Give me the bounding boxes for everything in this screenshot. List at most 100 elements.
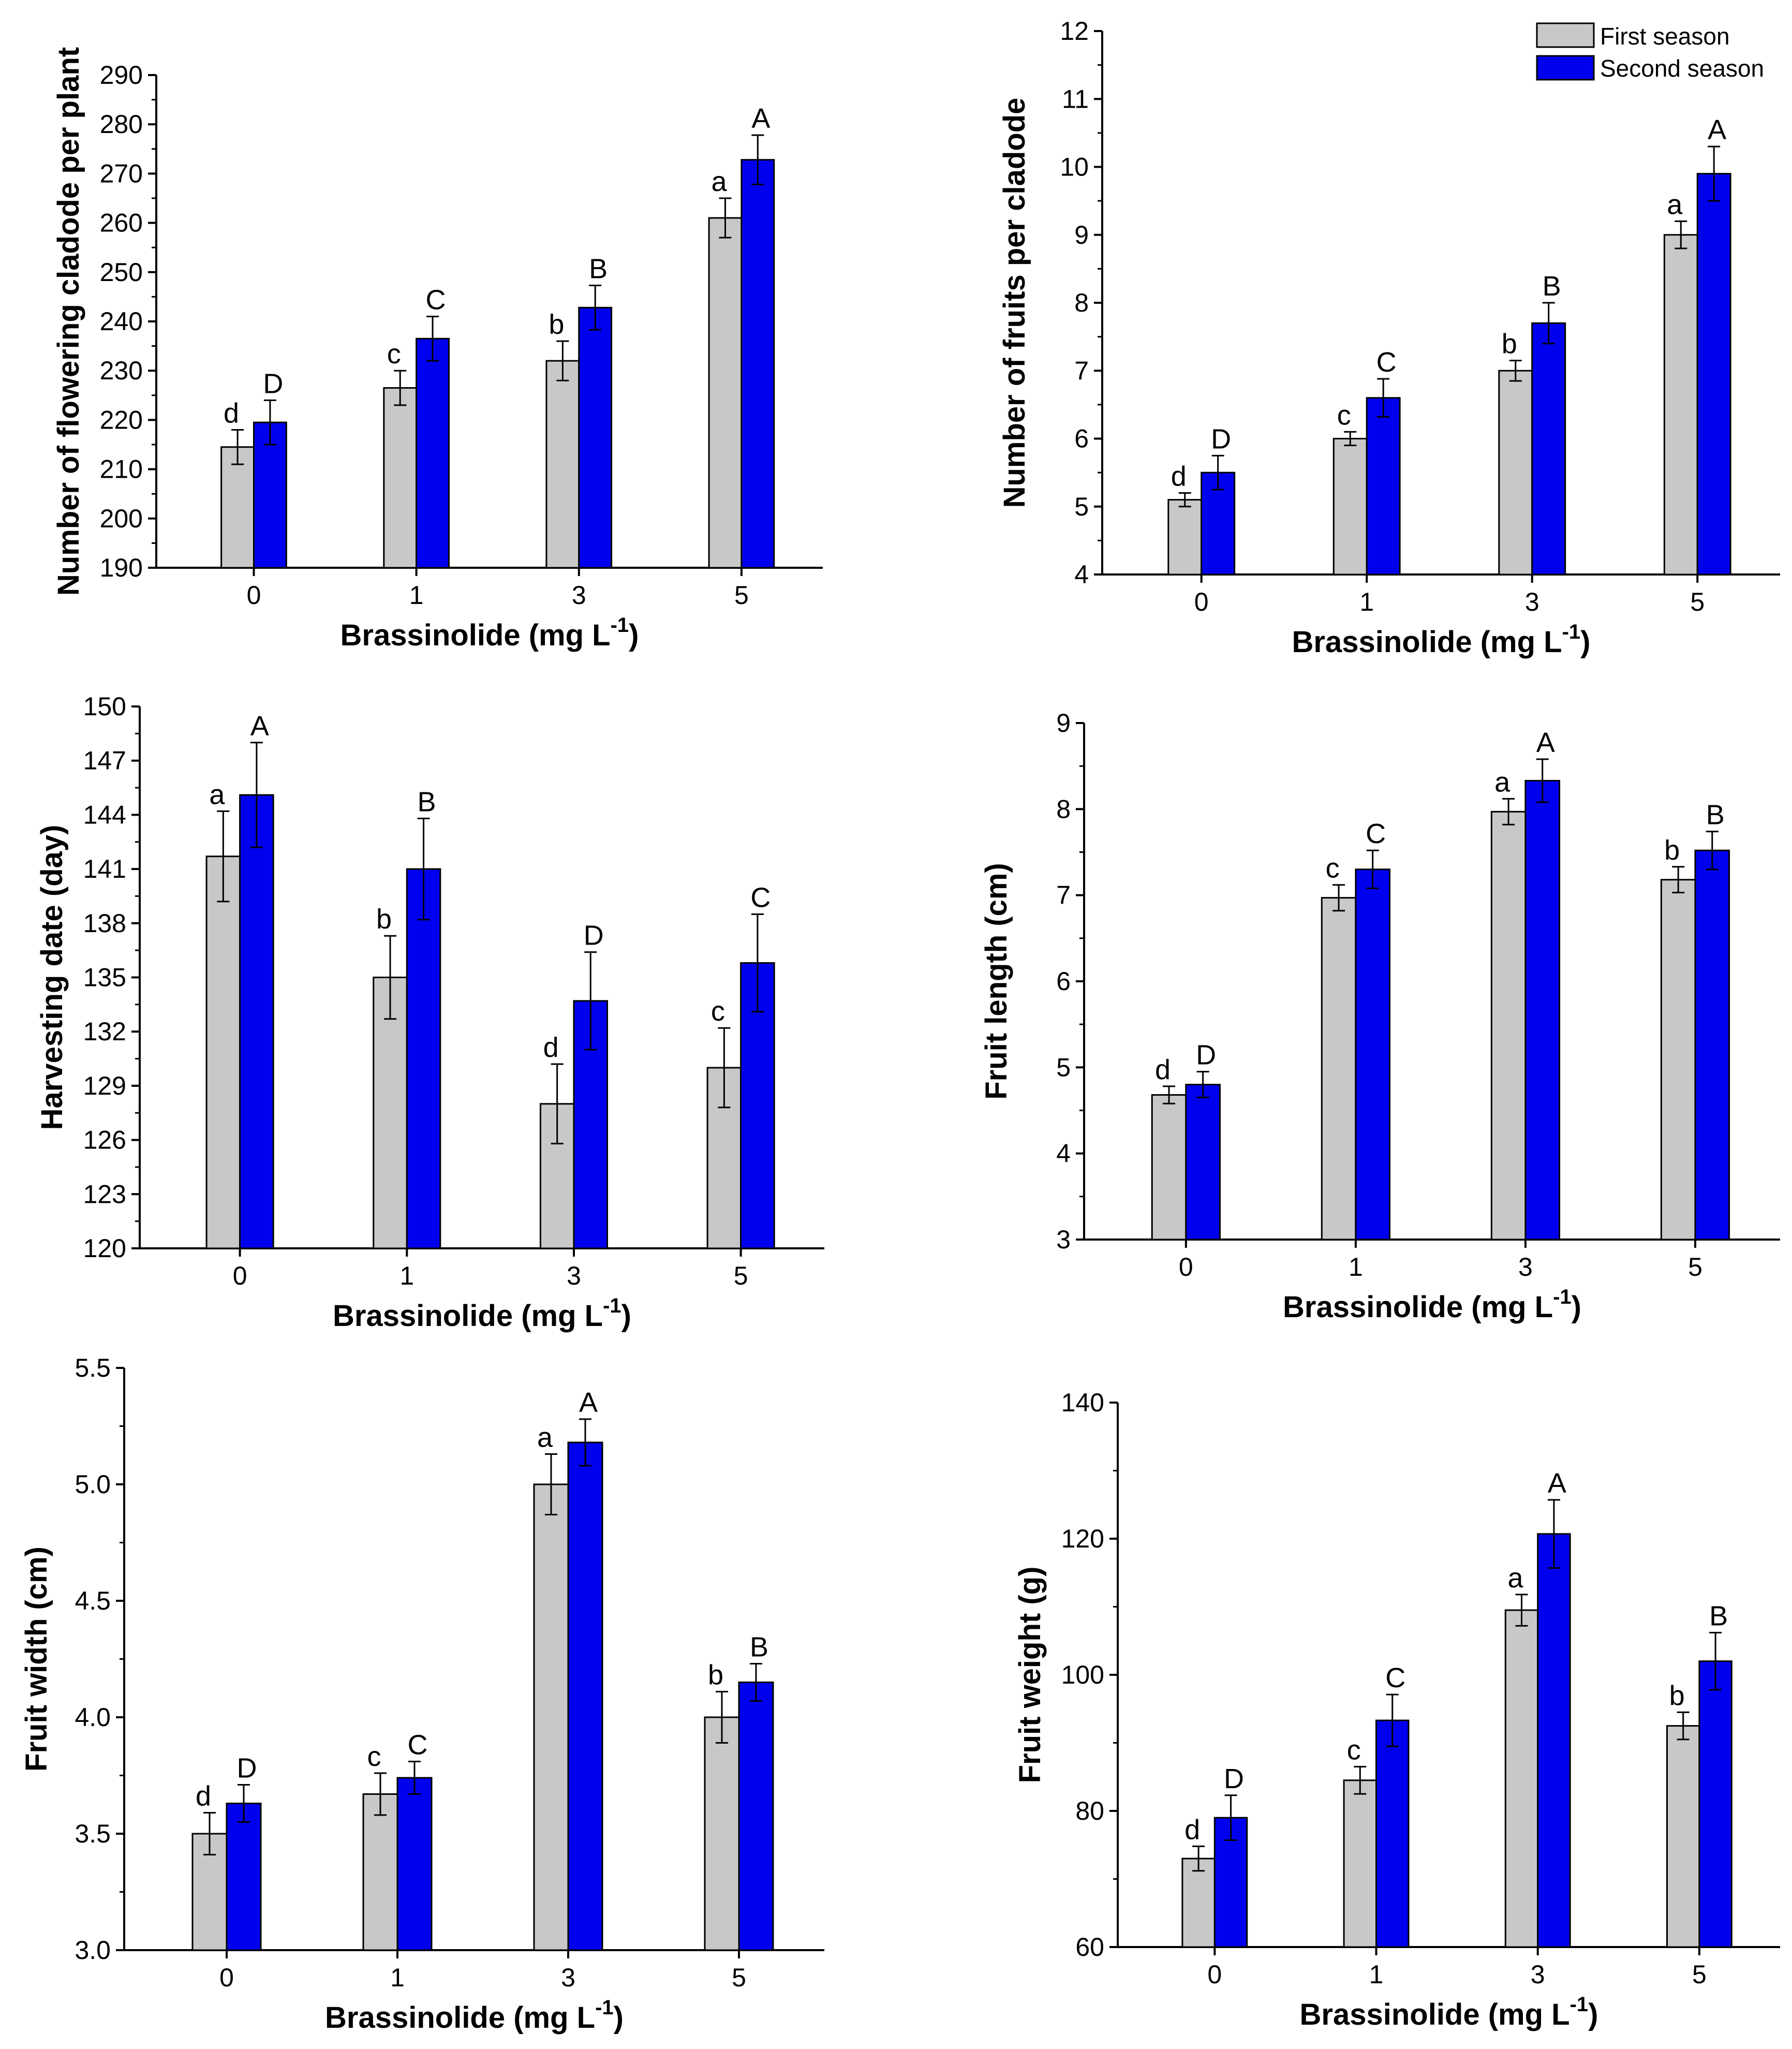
- y-axis-title: Fruit length (cm): [980, 863, 1013, 1100]
- y-tick-label: 11: [1062, 84, 1089, 113]
- x-axis-title-main: Brassinolide (mg L: [325, 2001, 595, 2035]
- bar-second-season-0: [253, 421, 287, 569]
- chart-flowering: 190 200 210 220 230 240 250 260 270 280 290 0 dD 1 cC 3…: [52, 47, 823, 652]
- significance-letter: B: [589, 254, 608, 285]
- significance-letter: a: [209, 779, 225, 810]
- chart-length: 3 4 5 6 7 8 9 0 d D 1 cC 3 aA 5 bB Brassinolide (mg L-1)…: [980, 709, 1780, 1324]
- x-axis-title: Brassinolide (mg L-1): [1292, 621, 1591, 659]
- significance-letter: a: [1494, 766, 1510, 798]
- legend-swatch-second-season: [1536, 55, 1595, 81]
- significance-letter: a: [537, 1422, 553, 1453]
- x-axis-title-close: ): [629, 618, 639, 652]
- chart-harvest: 120 123 126 129 132 135 138 141 144 147 150 0 a A 1 b B 3…: [35, 692, 824, 1333]
- significance-letter: A: [751, 103, 770, 134]
- x-axis-title-exponent: -1: [595, 1996, 614, 2019]
- x-axis-title-exponent: -1: [1562, 621, 1581, 643]
- y-tick-label: 7: [1056, 881, 1071, 910]
- bar-second-season-3: [1537, 1533, 1571, 1948]
- bar-first-season-0: [1181, 1858, 1216, 1948]
- significance-letter: c: [1347, 1735, 1361, 1766]
- x-axis-title-main: Brassinolide (mg L: [1292, 625, 1562, 659]
- x-axis-title-main: Brassinolide (mg L: [340, 618, 611, 652]
- bar-first-season-1: [1321, 897, 1357, 1241]
- y-tick-label: 6: [1056, 967, 1071, 996]
- y-tick-label: 9: [1056, 709, 1071, 738]
- x-tick-label: 3: [1531, 1960, 1545, 1989]
- bar-first-season-5: [704, 1716, 740, 1951]
- x-axis-title-close: ): [1572, 1290, 1581, 1324]
- x-axis-title-close: ): [621, 1299, 631, 1333]
- bar-second-season-1: [416, 337, 450, 569]
- y-axis-title: Number of flowering cladode per plant: [52, 47, 85, 596]
- x-tick-label: 0: [219, 1963, 234, 1992]
- bar-first-season-3: [1498, 370, 1533, 576]
- x-tick-label: 5: [1688, 1252, 1702, 1281]
- significance-letter: A: [579, 1387, 598, 1418]
- x-axis-title: Brassinolide (mg L-1): [1300, 1993, 1598, 2031]
- significance-letter: d: [1155, 1054, 1171, 1085]
- bar-first-season-5: [1660, 879, 1696, 1241]
- y-tick-label: 5: [1074, 492, 1089, 521]
- significance-letter: B: [1706, 800, 1725, 831]
- bar-second-season-5: [1698, 1660, 1732, 1948]
- x-tick-label: 5: [1692, 1960, 1707, 1989]
- y-tick-label: 4.0: [75, 1703, 111, 1732]
- y-tick-label: 220: [100, 405, 143, 434]
- x-axis-title: Brassinolide (mg L-1): [340, 614, 639, 652]
- bar-first-season-3: [533, 1483, 569, 1951]
- bar-second-season-1: [1366, 397, 1401, 576]
- significance-letter: b: [1664, 835, 1680, 866]
- y-tick-label: 6: [1074, 424, 1089, 453]
- significance-letter: c: [387, 338, 401, 370]
- bar-second-season-3: [567, 1441, 603, 1951]
- y-axis-title: Fruit width (cm): [20, 1546, 53, 1772]
- bar-first-season-0: [1151, 1094, 1187, 1241]
- x-axis-title-close: ): [1588, 1998, 1598, 2031]
- x-axis-title-close: ): [1580, 625, 1590, 659]
- x-tick-label: 5: [734, 1261, 748, 1290]
- x-tick-label: 1: [399, 1261, 414, 1290]
- chart-panels: 1902002102202302402502602702802900dD1cC3…: [20, 17, 1780, 2035]
- y-tick-label: 5.5: [75, 1353, 111, 1382]
- significance-letter: c: [367, 1741, 381, 1772]
- significance-letter: b: [376, 904, 392, 935]
- bar-first-season-0: [220, 446, 255, 569]
- x-tick-label: 5: [732, 1963, 746, 1992]
- y-tick-label: 141: [83, 854, 126, 883]
- bar-first-season-1: [1343, 1779, 1378, 1948]
- legend-label-second-season: Second season: [1600, 55, 1764, 82]
- bar-first-season-3: [1504, 1609, 1539, 1948]
- y-tick-label: 5: [1056, 1053, 1071, 1082]
- chart-fruits: 4 5 6 7 8 9 10 11 12 0 dD 1 cC 3 bB 5 a A Brassinolide (mg…: [998, 17, 1780, 659]
- x-tick-label: 1: [1359, 587, 1374, 616]
- y-tick-label: 290: [100, 61, 143, 90]
- x-axis-title: Brassinolide (mg L-1): [1283, 1286, 1581, 1324]
- significance-letter: C: [1366, 818, 1386, 849]
- y-tick-label: 132: [83, 1017, 126, 1046]
- x-tick-label: 5: [1690, 587, 1705, 616]
- x-tick-label: 3: [572, 581, 586, 610]
- significance-letter: b: [549, 309, 564, 340]
- x-tick-label: 0: [1194, 587, 1209, 616]
- bar-second-season-1: [406, 868, 441, 1249]
- significance-letter: D: [1224, 1763, 1244, 1794]
- significance-letter: D: [263, 368, 283, 399]
- x-tick-label: 1: [1369, 1960, 1384, 1989]
- bar-first-season-3: [545, 360, 580, 569]
- y-tick-label: 190: [100, 553, 143, 582]
- significance-letter: C: [1385, 1662, 1405, 1693]
- y-tick-label: 100: [1061, 1660, 1104, 1689]
- significance-letter: c: [1337, 400, 1351, 431]
- bar-second-season-0: [1185, 1084, 1221, 1241]
- y-tick-label: 10: [1060, 153, 1089, 182]
- bar-second-season-3: [578, 306, 613, 569]
- y-tick-label: 3.5: [75, 1819, 111, 1848]
- y-tick-label: 4: [1074, 560, 1089, 589]
- significance-letter: d: [224, 397, 239, 429]
- significance-letter: C: [426, 284, 446, 315]
- y-tick-label: 147: [83, 746, 126, 775]
- y-tick-label: 260: [100, 209, 143, 238]
- legend-label-first-season: First season: [1600, 23, 1730, 50]
- x-axis-title: Brassinolide (mg L-1): [333, 1294, 631, 1333]
